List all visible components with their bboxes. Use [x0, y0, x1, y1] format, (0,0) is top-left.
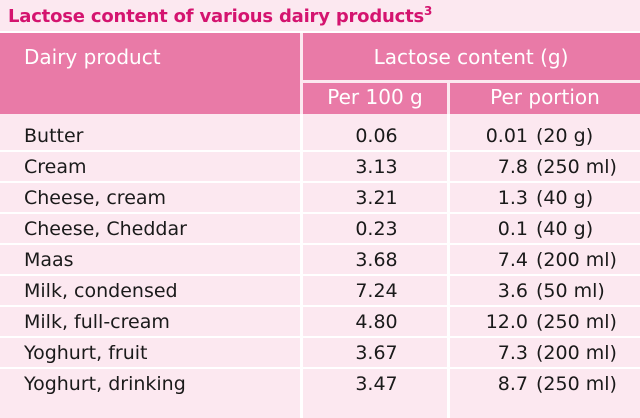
row-divider [0, 274, 640, 276]
header-divider-portion [447, 83, 450, 114]
table-row: Milk, condensed 7.24 3.6 (50 ml) [0, 276, 640, 307]
product-cell: Yoghurt, fruit [24, 342, 148, 364]
table-row: Yoghurt, drinking 3.47 8.7 (250 ml) [0, 369, 640, 400]
portion-size-cell: (250 ml) [536, 156, 617, 178]
header-per-portion: Per portion [490, 85, 600, 109]
table-row: Maas 3.68 7.4 (200 ml) [0, 245, 640, 276]
portion-size-cell: (250 ml) [536, 311, 617, 333]
portion-size-cell: (40 g) [536, 218, 594, 240]
table-title-text: Lactose content of various dairy product… [8, 6, 425, 27]
header-per-100g: Per 100 g [327, 85, 423, 109]
product-cell: Milk, condensed [24, 280, 178, 302]
per-100g-cell: 3.13 [355, 156, 398, 178]
row-divider [0, 150, 640, 152]
header-divider-lactose [302, 80, 640, 83]
per-portion-amount-cell: 3.6 [497, 280, 528, 302]
product-cell: Cream [24, 156, 87, 178]
per-portion-amount-cell: 8.7 [497, 373, 528, 395]
per-portion-amount-cell: 0.01 [485, 125, 528, 147]
row-divider [0, 243, 640, 245]
per-portion-amount-cell: 7.8 [497, 156, 528, 178]
table-title: Lactose content of various dairy product… [8, 5, 432, 29]
product-cell: Yoghurt, drinking [24, 373, 186, 395]
table-row: Cheese, Cheddar 0.23 0.1 (40 g) [0, 214, 640, 245]
per-portion-amount-cell: 0.1 [497, 218, 528, 240]
table-row: Yoghurt, fruit 3.67 7.3 (200 ml) [0, 338, 640, 369]
footnote-marker: 3 [424, 4, 433, 18]
product-cell: Cheese, Cheddar [24, 218, 187, 240]
row-divider [0, 305, 640, 307]
header-divider-product [300, 33, 303, 114]
header-dairy-product: Dairy product [24, 45, 161, 69]
per-100g-cell: 4.80 [355, 311, 398, 333]
product-cell: Milk, full-cream [24, 311, 170, 333]
per-portion-amount-cell: 7.4 [497, 249, 528, 271]
per-100g-cell: 0.23 [355, 218, 398, 240]
per-100g-cell: 3.67 [355, 342, 398, 364]
per-portion-amount-cell: 1.3 [497, 187, 528, 209]
product-cell: Cheese, cream [24, 187, 167, 209]
table-row: Milk, full-cream 4.80 12.0 (250 ml) [0, 307, 640, 338]
portion-size-cell: (20 g) [536, 125, 594, 147]
row-divider [0, 367, 640, 369]
per-100g-cell: 3.68 [355, 249, 398, 271]
table-row: Cream 3.13 7.8 (250 ml) [0, 152, 640, 183]
portion-size-cell: (40 g) [536, 187, 594, 209]
per-100g-cell: 3.47 [355, 373, 398, 395]
per-100g-cell: 7.24 [355, 280, 398, 302]
portion-size-cell: (200 ml) [536, 342, 617, 364]
per-100g-cell: 3.21 [355, 187, 398, 209]
table-row: Butter 0.06 0.01 (20 g) [0, 121, 640, 152]
row-divider [0, 181, 640, 183]
portion-size-cell: (200 ml) [536, 249, 617, 271]
portion-size-cell: (250 ml) [536, 373, 617, 395]
product-cell: Maas [24, 249, 74, 271]
row-divider [0, 336, 640, 338]
per-portion-amount-cell: 12.0 [485, 311, 528, 333]
product-cell: Butter [24, 125, 84, 147]
table-header [0, 33, 640, 114]
row-divider [0, 212, 640, 214]
table-row: Cheese, cream 3.21 1.3 (40 g) [0, 183, 640, 214]
portion-size-cell: (50 ml) [536, 280, 605, 302]
column-divider-2 [447, 114, 450, 418]
title-divider [0, 31, 640, 33]
column-divider-1 [300, 114, 303, 418]
per-100g-cell: 0.06 [355, 125, 398, 147]
per-portion-amount-cell: 7.3 [497, 342, 528, 364]
header-lactose-content: Lactose content (g) [373, 45, 569, 69]
